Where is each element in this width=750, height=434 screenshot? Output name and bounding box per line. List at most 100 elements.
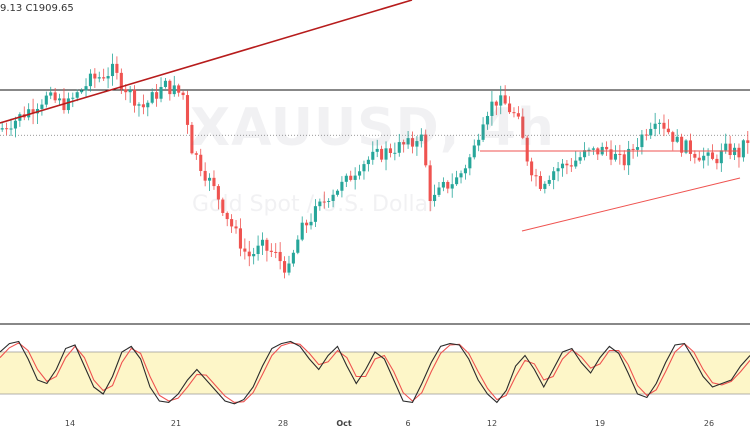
candle-body: [305, 222, 309, 226]
candle-body: [697, 157, 701, 161]
candle-body: [27, 109, 31, 118]
candle-body: [172, 85, 176, 95]
candle-body: [283, 261, 287, 273]
candle-body: [230, 219, 234, 227]
candle-body: [406, 138, 410, 145]
candle-body: [49, 92, 53, 96]
candle-body: [534, 175, 538, 177]
x-tick-label: 12: [487, 419, 497, 428]
candle-body: [366, 159, 370, 165]
candle-body: [353, 175, 357, 180]
candle-body: [675, 136, 679, 142]
candle-body: [662, 122, 666, 129]
candle-body: [680, 136, 684, 153]
candle-body: [618, 153, 622, 155]
candle-body: [313, 206, 317, 222]
stochastic-band: [0, 352, 750, 394]
candle-body: [485, 115, 490, 125]
candle-body: [216, 186, 220, 200]
candle-body: [349, 175, 353, 180]
candle-body: [644, 134, 648, 136]
candle-body: [66, 98, 70, 111]
candle-body: [715, 158, 719, 164]
candle-body: [344, 175, 348, 182]
candle-body: [468, 157, 472, 169]
candle-body: [190, 124, 194, 154]
candle-body: [141, 104, 145, 108]
candle-body: [380, 148, 384, 160]
candle-body: [741, 140, 745, 158]
candle-body: [591, 148, 595, 150]
candle-body: [203, 170, 207, 181]
candle-body: [31, 109, 35, 114]
candle-body: [168, 80, 172, 95]
candle-body: [587, 149, 591, 151]
candle-body: [208, 177, 212, 181]
candle-body: [199, 154, 203, 171]
candle-body: [159, 86, 163, 99]
candle-body: [556, 168, 560, 172]
candle-body: [710, 152, 715, 159]
candle-body: [459, 173, 463, 178]
candle-body: [243, 248, 247, 252]
candle-body: [71, 97, 75, 99]
candle-body: [702, 155, 706, 161]
candle-body: [44, 95, 48, 105]
candle-body: [728, 143, 732, 156]
candle-body: [508, 103, 512, 113]
candle-body: [649, 128, 653, 136]
candle-body: [371, 151, 375, 160]
candle-body: [433, 194, 437, 202]
candle-body: [605, 146, 609, 150]
candle-body: [503, 95, 507, 104]
candle-body: [706, 152, 710, 156]
candle-body: [234, 226, 238, 229]
x-tick-label: 19: [595, 419, 605, 428]
candle-body: [622, 154, 626, 166]
candle-body: [88, 73, 92, 87]
candle-body: [530, 161, 534, 176]
candle-body: [340, 181, 344, 191]
candle-body: [260, 239, 265, 246]
candle-body: [194, 153, 198, 155]
candle-body: [446, 181, 450, 189]
candle-body: [543, 183, 547, 189]
candle-body: [609, 149, 613, 160]
candle-body: [574, 160, 578, 167]
candle-body: [393, 152, 397, 154]
candle-body: [419, 134, 423, 142]
candle-body: [463, 168, 467, 174]
candle-body: [613, 153, 617, 160]
candle-body: [163, 80, 167, 87]
candle-body: [124, 89, 128, 93]
candle-body: [658, 122, 662, 124]
candle-body: [221, 199, 225, 213]
candle-body: [40, 104, 44, 109]
candle-body: [724, 143, 728, 151]
candle-body: [565, 163, 569, 166]
candle-body: [415, 141, 419, 147]
candle-body: [481, 124, 485, 140]
candle-body: [93, 73, 97, 79]
candle-body: [684, 140, 688, 153]
candle-body: [53, 92, 57, 101]
candle-body: [671, 132, 675, 142]
candle-body: [318, 201, 322, 207]
candle-body: [327, 200, 331, 202]
candle-body: [13, 120, 17, 129]
candle-body: [635, 147, 640, 150]
candle-body: [155, 92, 159, 99]
candle-body: [653, 123, 657, 129]
candle-body: [388, 148, 392, 154]
candle-body: [269, 250, 273, 252]
candle-body: [84, 86, 88, 91]
x-tick-label: 21: [171, 419, 181, 428]
candle-body: [693, 153, 697, 158]
candle-body: [516, 113, 520, 117]
candle-body: [278, 251, 282, 262]
candle-body: [472, 145, 476, 158]
candle-body: [128, 89, 132, 93]
candle-body: [247, 251, 251, 257]
